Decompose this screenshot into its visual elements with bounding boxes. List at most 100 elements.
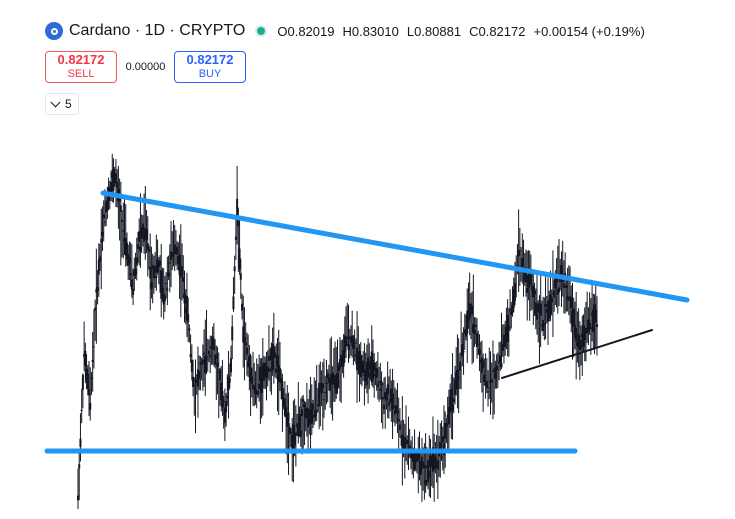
candle-body: [521, 258, 524, 271]
candle-body: [526, 287, 529, 293]
candle-body: [419, 460, 422, 475]
candle-body: [95, 288, 98, 293]
candle-body: [413, 454, 416, 470]
candle-body: [510, 311, 513, 316]
candle-body: [403, 436, 406, 453]
indicators-toggle[interactable]: 5: [45, 93, 79, 115]
candle-body: [371, 360, 374, 380]
candle-body: [201, 359, 204, 364]
candle-body: [211, 336, 214, 346]
candle-body: [236, 198, 239, 218]
candle-body: [303, 403, 306, 408]
candle-body: [592, 309, 595, 333]
candle-body: [78, 464, 81, 469]
candle-body: [139, 246, 142, 252]
candle-body: [84, 350, 87, 367]
candle-body: [280, 377, 283, 384]
candle-body: [349, 336, 352, 343]
candle-body: [428, 471, 431, 478]
candle-body: [565, 285, 568, 288]
market-status-icon[interactable]: [257, 27, 266, 35]
candle-body: [482, 359, 485, 369]
candle-body: [79, 438, 82, 448]
candle-body: [484, 383, 487, 386]
candle-body: [187, 314, 190, 323]
spread-value: 0.00000: [125, 61, 166, 73]
candle-body: [554, 277, 557, 289]
candle-body: [434, 457, 437, 464]
candle-body: [151, 265, 154, 270]
candle-body: [362, 360, 365, 374]
candle-body: [469, 303, 472, 314]
sell-label: SELL: [67, 68, 95, 80]
candle-body: [440, 456, 443, 458]
candle-body: [512, 288, 515, 308]
open-value: O0.82019: [277, 23, 335, 39]
candle-body: [152, 270, 155, 279]
candle-body: [171, 253, 174, 257]
candle-body: [223, 407, 226, 423]
candle-body: [518, 250, 521, 252]
candle-body: [380, 380, 383, 386]
candle-body: [439, 442, 442, 451]
candle-body: [583, 330, 586, 340]
candle-body: [556, 288, 559, 295]
candle-body: [77, 495, 79, 501]
candle-body: [430, 460, 433, 465]
candle-body: [346, 336, 349, 340]
candle-body: [462, 351, 465, 353]
candle-body: [241, 303, 244, 311]
candle-body: [487, 391, 490, 393]
candle-body: [409, 450, 412, 459]
candle-body: [529, 272, 532, 286]
candle-body: [244, 342, 247, 346]
candle-body: [255, 391, 258, 395]
candle-body: [283, 398, 286, 416]
candle-body: [264, 362, 267, 372]
candle-body: [307, 408, 310, 428]
candle-body: [177, 256, 180, 264]
candle-body: [130, 279, 133, 290]
candle-body: [163, 295, 166, 302]
candle-body: [542, 320, 545, 332]
buy-button[interactable]: 0.82172 BUY: [174, 51, 246, 83]
candle-body: [537, 304, 540, 313]
candle-body: [582, 325, 585, 347]
candle-body: [335, 374, 338, 394]
close-value: C0.82172: [469, 23, 526, 39]
candle-body: [88, 388, 91, 396]
candle-body: [456, 369, 459, 390]
candle-body: [494, 367, 497, 379]
candle-body: [534, 302, 537, 316]
candle-body: [242, 326, 245, 343]
candle-body: [359, 354, 362, 378]
candle-body: [203, 352, 206, 355]
candle-body: [256, 390, 259, 395]
cardano-logo-icon: [45, 22, 63, 40]
candle-body: [165, 282, 168, 284]
candle-body: [412, 451, 415, 463]
candle-body: [491, 370, 494, 372]
candle-body: [536, 313, 538, 320]
candle-body: [473, 330, 476, 335]
candle-body: [560, 265, 563, 275]
candle-body: [527, 275, 530, 288]
ohlc-values: O0.82019 H0.83010 L0.80881 C0.82172 +0.0…: [277, 24, 644, 39]
candle-body: [553, 290, 556, 298]
candle-body: [402, 438, 405, 447]
sell-button[interactable]: 0.82172 SELL: [45, 51, 117, 83]
candle-body: [134, 269, 137, 275]
candle-body: [513, 282, 516, 301]
candle-body: [267, 355, 270, 362]
candle-body: [390, 388, 393, 403]
candle-body: [136, 244, 139, 249]
candle-body: [160, 270, 163, 299]
candle-body: [431, 447, 434, 472]
candle-body: [509, 309, 512, 312]
candle-body: [562, 283, 565, 288]
candle-body: [112, 168, 115, 191]
candle-body: [181, 266, 184, 277]
candle-body: [572, 308, 575, 327]
symbol-title[interactable]: Cardano · 1D · CRYPTO: [69, 22, 246, 39]
